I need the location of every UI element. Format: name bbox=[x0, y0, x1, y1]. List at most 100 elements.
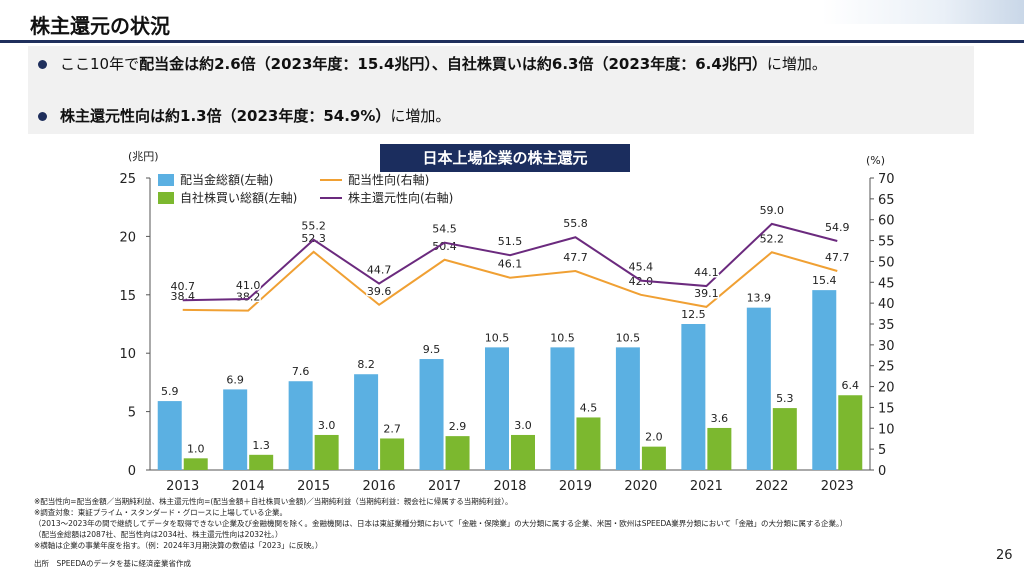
legend-label-payout-ratio: 配当性向(右軸) bbox=[348, 172, 429, 187]
right-tick-label: 10 bbox=[878, 422, 895, 437]
bar-dividend-total bbox=[288, 381, 313, 470]
left-tick-label: 25 bbox=[119, 172, 136, 187]
right-tick-label: 55 bbox=[878, 235, 895, 250]
bar-dividend-total-label: 10.5 bbox=[616, 331, 641, 344]
bar-buyback-total-label: 3.0 bbox=[514, 419, 532, 432]
bar-dividend-total-label: 15.4 bbox=[812, 274, 837, 287]
x-tick-label: 2015 bbox=[297, 479, 330, 494]
x-tick-label: 2019 bbox=[559, 479, 592, 494]
total-return-ratio-label: 54.9 bbox=[825, 221, 850, 234]
shareholder-return-chart: 0 5 10 15 20 25 0 5 10 15 20 25 30 35 40 45 50 55 60 65 70 (兆… bbox=[119, 150, 895, 494]
source-note: 出所 SPEEDAのデータを基に経済産業省作成 bbox=[34, 559, 192, 568]
summary-bullet-2: 株主還元性向は約1.3倍（2023年度：54.9%）に増加。 bbox=[38, 106, 960, 126]
bar-buyback-total-label: 1.0 bbox=[187, 442, 205, 455]
right-tick-label: 45 bbox=[878, 276, 895, 291]
total-return-ratio-label: 44.1 bbox=[694, 266, 719, 279]
bar-buyback-total-label: 3.0 bbox=[318, 419, 336, 432]
page-number: 26 bbox=[996, 548, 1013, 563]
payout-ratio-label: 52.3 bbox=[301, 232, 326, 245]
total-return-ratio-label: 40.7 bbox=[170, 280, 195, 293]
footnote: ※配当性向=配当金額／当期純利益、株主還元性向=(配当金額＋自社株買い金額)／当… bbox=[34, 497, 513, 506]
x-tick-label: 2020 bbox=[624, 479, 657, 494]
bar-dividend-total bbox=[157, 401, 182, 470]
right-tick-label: 20 bbox=[878, 381, 895, 396]
bar-dividend-total-label: 7.6 bbox=[292, 365, 310, 378]
right-tick-label: 60 bbox=[878, 214, 895, 229]
total-return-ratio-label: 55.8 bbox=[563, 217, 588, 230]
line-total-return-ratio bbox=[182, 222, 838, 302]
bullet-dot-icon bbox=[38, 60, 47, 69]
total-return-ratio-label: 59.0 bbox=[760, 204, 785, 217]
x-tick-label: 2013 bbox=[166, 479, 199, 494]
bar-buyback-total-label: 3.6 bbox=[711, 412, 729, 425]
bar-buyback-total bbox=[183, 458, 208, 470]
bar-dividend-total bbox=[550, 347, 575, 470]
right-tick-label: 25 bbox=[878, 360, 895, 375]
x-tick-label: 2016 bbox=[363, 479, 396, 494]
bar-dividend-total-label: 8.2 bbox=[357, 358, 375, 371]
bar-dividend-total bbox=[419, 359, 444, 470]
right-axis-unit: (%) bbox=[866, 154, 885, 167]
x-tick-label: 2023 bbox=[821, 479, 854, 494]
bar-dividend-total bbox=[615, 347, 640, 470]
left-tick-label: 20 bbox=[119, 230, 136, 245]
bar-buyback-total bbox=[641, 446, 666, 470]
bar-dividend-total-label: 6.9 bbox=[226, 373, 244, 386]
right-tick-label: 15 bbox=[878, 401, 895, 416]
bar-buyback-total-label: 6.4 bbox=[842, 379, 860, 392]
bar-buyback-total bbox=[249, 454, 274, 470]
legend-swatch-buyback-total bbox=[158, 192, 174, 204]
legend-swatch-dividend-total bbox=[158, 174, 174, 186]
right-tick-label: 70 bbox=[878, 172, 895, 187]
left-axis-unit: (兆円) bbox=[128, 150, 159, 163]
total-return-ratio-label: 51.5 bbox=[498, 235, 523, 248]
bar-dividend-total-label: 13.9 bbox=[747, 292, 772, 305]
total-return-ratio-label: 41.0 bbox=[236, 279, 261, 292]
bullet-text: 株主還元性向は約1.3倍（2023年度：54.9%）に増加。 bbox=[60, 107, 451, 125]
bar-buyback-total bbox=[707, 427, 732, 470]
bar-buyback-total-label: 2.7 bbox=[383, 422, 401, 435]
x-tick-label: 2017 bbox=[428, 479, 461, 494]
corner-decoration bbox=[822, 0, 1024, 24]
bar-dividend-total bbox=[812, 290, 837, 470]
line-payout-ratio bbox=[182, 250, 838, 312]
footnote: （配当金総額は2087社、配当性向は2034社、株主還元性向は2032社。） bbox=[34, 530, 283, 539]
total-return-ratio-label: 45.4 bbox=[629, 261, 654, 274]
bar-dividend-total-label: 10.5 bbox=[485, 331, 510, 344]
bar-dividend-total-label: 10.5 bbox=[550, 331, 575, 344]
payout-ratio-label: 47.7 bbox=[563, 251, 588, 264]
left-tick-label: 5 bbox=[128, 406, 136, 421]
bar-buyback-total bbox=[772, 408, 797, 470]
footnote: ※横軸は企業の事業年度を指す。（例：2024年3月期決算の数値は「2023」に反… bbox=[34, 541, 323, 550]
bar-buyback-total-label: 5.3 bbox=[776, 392, 794, 405]
x-tick-label: 2014 bbox=[232, 479, 265, 494]
legend-label-total-return-ratio: 株主還元性向(右軸) bbox=[348, 190, 453, 205]
bar-dividend-total bbox=[681, 324, 706, 470]
summary-box: ここ10年で配当金は約2.6倍（2023年度：15.4兆円）、自社株買いは約6.… bbox=[28, 46, 974, 134]
total-return-ratio-label: 44.7 bbox=[367, 264, 392, 277]
left-tick-label: 10 bbox=[119, 347, 136, 362]
bar-buyback-total bbox=[511, 434, 535, 470]
bar-buyback-total bbox=[576, 417, 601, 470]
bar-dividend-total bbox=[485, 347, 509, 470]
right-tick-label: 30 bbox=[878, 339, 895, 354]
x-tick-label: 2018 bbox=[493, 479, 526, 494]
payout-ratio-label: 39.1 bbox=[694, 287, 719, 300]
right-tick-label: 0 bbox=[878, 464, 886, 479]
total-return-ratio-label: 55.2 bbox=[301, 220, 326, 233]
bar-buyback-total-label: 2.9 bbox=[449, 420, 467, 433]
bar-buyback-total bbox=[838, 395, 863, 470]
left-tick-label: 15 bbox=[119, 289, 136, 304]
right-tick-label: 35 bbox=[878, 318, 895, 333]
footnote: （2013～2023年の間で継続してデータを取得できない企業及び金融機関を除く。… bbox=[34, 519, 848, 528]
bar-buyback-total bbox=[314, 434, 339, 470]
footnote: ※調査対象：東証プライム・スタンダード・グロースに上場している企業。 bbox=[34, 508, 288, 517]
x-tick-label: 2021 bbox=[690, 479, 723, 494]
bar-buyback-total bbox=[380, 438, 405, 470]
right-tick-label: 50 bbox=[878, 255, 895, 270]
bar-buyback-total bbox=[445, 436, 470, 470]
x-tick-label: 2022 bbox=[755, 479, 788, 494]
right-tick-label: 5 bbox=[878, 443, 886, 458]
payout-ratio-label: 38.2 bbox=[236, 291, 261, 304]
bar-buyback-total-label: 2.0 bbox=[645, 431, 663, 444]
